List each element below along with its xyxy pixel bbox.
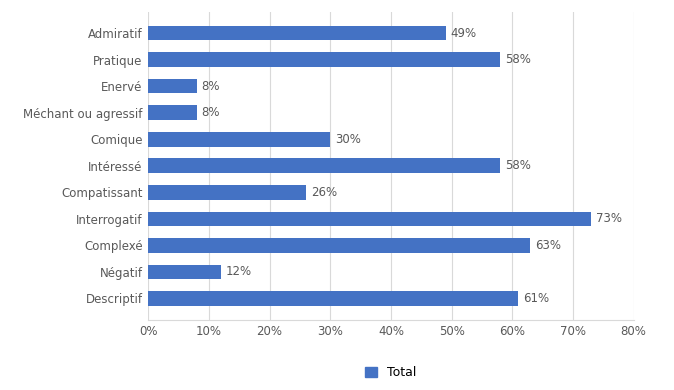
Text: 73%: 73% (596, 212, 622, 225)
Bar (148, 185, 306, 200)
Bar (148, 132, 330, 147)
Bar (148, 52, 500, 67)
Text: 8%: 8% (202, 80, 220, 92)
Text: 49%: 49% (450, 27, 477, 39)
Text: 26%: 26% (311, 186, 337, 199)
Legend: Total: Total (365, 366, 417, 379)
Text: 61%: 61% (523, 292, 549, 305)
Bar (148, 291, 518, 306)
Bar (148, 105, 197, 120)
Text: 63%: 63% (535, 239, 561, 252)
Text: 58%: 58% (505, 159, 531, 172)
Bar (148, 26, 446, 40)
Bar (148, 211, 591, 226)
Text: 12%: 12% (226, 266, 252, 278)
Bar (148, 79, 197, 93)
Bar (148, 238, 530, 253)
Text: 58%: 58% (505, 53, 531, 66)
Bar (148, 158, 500, 173)
Bar (148, 265, 221, 279)
Text: 30%: 30% (335, 133, 361, 146)
Text: 8%: 8% (202, 106, 220, 119)
